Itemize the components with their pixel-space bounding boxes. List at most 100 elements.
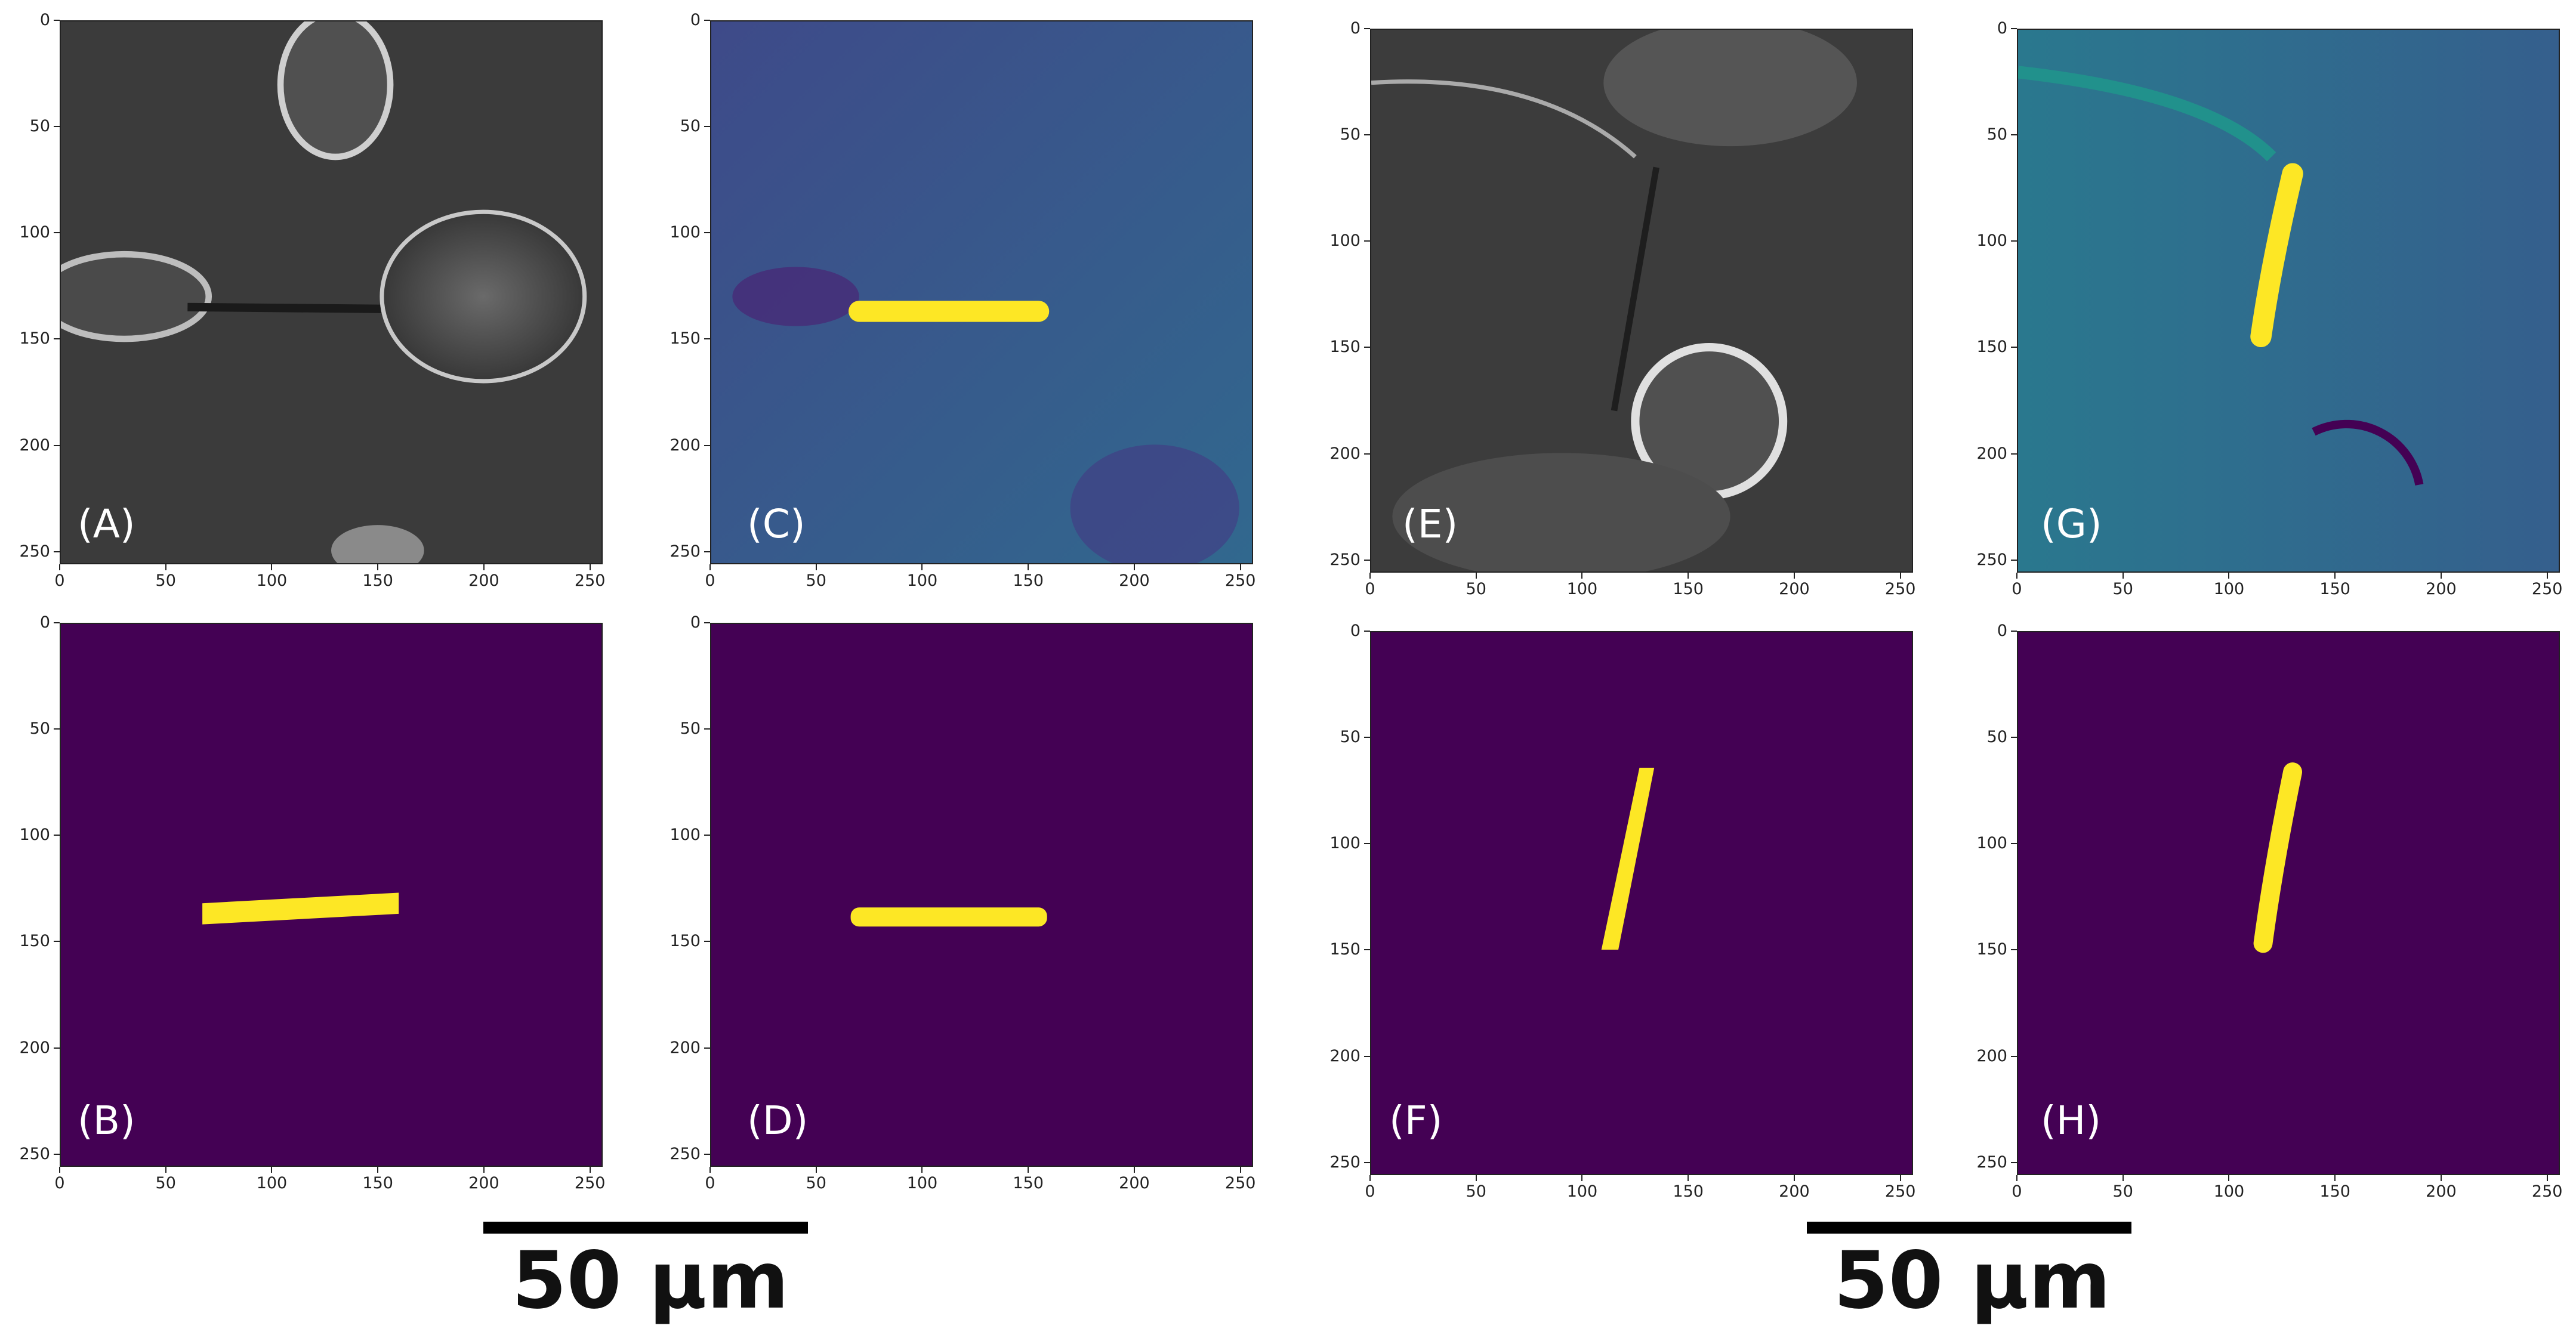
y-tick-mark [2011, 1161, 2017, 1163]
x-tick-label: 200 [2426, 580, 2457, 598]
x-tick-label: 150 [1673, 580, 1704, 598]
x-tick-label: 50 [2112, 1182, 2133, 1201]
x-tick-label: 0 [1365, 1182, 1375, 1201]
y-tick-mark [2011, 240, 2017, 242]
y-tick-label: 0 [39, 613, 50, 632]
scale-bar-left [483, 1222, 808, 1234]
y-tick-mark [54, 1047, 60, 1049]
y-tick-mark [1364, 240, 1370, 242]
y-tick-mark [704, 20, 710, 21]
x-tick-mark [59, 564, 60, 570]
y-tick-label: 250 [1329, 1152, 1361, 1172]
y-tick-label: 150 [670, 329, 701, 348]
y-tick-mark [704, 622, 710, 623]
y-tick-label: 150 [1976, 338, 2007, 357]
y-tick-label: 100 [1329, 231, 1361, 251]
panel-f-image [1370, 631, 1913, 1175]
x-tick-mark [709, 1167, 711, 1173]
x-tick-label: 0 [705, 571, 715, 590]
panel-h-image [2017, 631, 2560, 1175]
mask-d [850, 907, 1047, 927]
x-tick-label: 0 [54, 1174, 65, 1192]
panel-a-image [60, 20, 603, 564]
x-tick-mark [921, 564, 923, 570]
y-tick-label: 200 [1329, 444, 1361, 463]
y-tick-label: 250 [670, 542, 701, 561]
x-tick-label: 100 [2213, 580, 2245, 598]
y-tick-mark [2011, 134, 2017, 136]
y-tick-mark [1364, 453, 1370, 455]
x-tick-mark [2016, 573, 2017, 579]
x-tick-label: 0 [1365, 580, 1375, 598]
x-tick-mark [921, 1167, 923, 1173]
micrograph-a [61, 21, 601, 563]
y-tick-mark [2011, 737, 2017, 738]
x-tick-label: 50 [155, 571, 176, 590]
panel-e-image [1370, 29, 1913, 573]
x-tick-label: 50 [155, 1174, 176, 1192]
y-tick-mark [704, 126, 710, 128]
y-tick-label: 50 [29, 117, 50, 136]
y-tick-mark [2011, 1055, 2017, 1057]
x-tick-label: 0 [705, 1174, 715, 1192]
y-tick-label: 250 [670, 1144, 701, 1163]
panel-d-image [710, 623, 1253, 1167]
y-tick-label: 250 [1329, 550, 1361, 569]
x-tick-mark [1581, 1175, 1583, 1181]
y-tick-mark [54, 20, 60, 21]
x-tick-label: 100 [906, 571, 938, 590]
y-tick-label: 150 [19, 329, 50, 348]
x-tick-mark [1369, 573, 1371, 579]
y-tick-mark [1364, 28, 1370, 29]
y-tick-label: 200 [1976, 1046, 2007, 1065]
y-tick-label: 150 [1329, 338, 1361, 357]
x-tick-mark [1793, 573, 1795, 579]
x-tick-mark [1899, 1175, 1901, 1181]
panel-g-image [2017, 29, 2560, 573]
y-tick-mark [54, 835, 60, 836]
x-tick-mark [1239, 1167, 1241, 1173]
x-tick-mark [2122, 573, 2124, 579]
x-tick-label: 100 [1566, 580, 1598, 598]
panel-g-label: (G) [2041, 501, 2102, 547]
x-tick-mark [815, 564, 817, 570]
y-tick-mark [54, 551, 60, 552]
y-tick-mark [704, 338, 710, 340]
x-tick-label: 100 [906, 1174, 938, 1192]
x-tick-mark [271, 564, 273, 570]
x-tick-mark [1687, 1175, 1689, 1181]
x-tick-mark [1133, 564, 1135, 570]
y-tick-mark [2011, 453, 2017, 455]
y-tick-mark [54, 338, 60, 340]
y-tick-mark [54, 444, 60, 446]
x-tick-mark [1899, 573, 1901, 579]
x-tick-label: 200 [2426, 1182, 2457, 1201]
y-tick-label: 100 [19, 223, 50, 242]
y-tick-label: 0 [690, 11, 701, 29]
y-tick-label: 150 [1976, 940, 2007, 959]
x-tick-mark [2228, 1175, 2230, 1181]
x-tick-mark [377, 1167, 379, 1173]
x-tick-mark [1581, 573, 1583, 579]
x-tick-mark [1028, 1167, 1029, 1173]
y-tick-mark [1364, 134, 1370, 136]
y-tick-label: 250 [19, 542, 50, 561]
y-tick-mark [704, 941, 710, 943]
scale-bar-right [1807, 1222, 2131, 1234]
y-tick-mark [704, 551, 710, 552]
y-tick-label: 200 [1976, 444, 2007, 463]
y-tick-label: 50 [1986, 125, 2007, 144]
y-tick-mark [704, 1153, 710, 1155]
y-tick-label: 50 [680, 117, 701, 136]
heatmap-g [2018, 30, 2559, 571]
x-tick-label: 50 [2112, 580, 2133, 598]
y-tick-label: 150 [1329, 940, 1361, 959]
x-tick-label: 250 [2531, 1182, 2563, 1201]
y-tick-label: 250 [19, 1144, 50, 1163]
scale-bar-left-label: 50 µm [511, 1235, 789, 1327]
x-tick-label: 100 [256, 571, 288, 590]
x-tick-label: 200 [1779, 1182, 1810, 1201]
x-tick-label: 250 [574, 1174, 606, 1192]
y-tick-label: 0 [1997, 19, 2007, 38]
y-tick-label: 100 [670, 826, 701, 845]
